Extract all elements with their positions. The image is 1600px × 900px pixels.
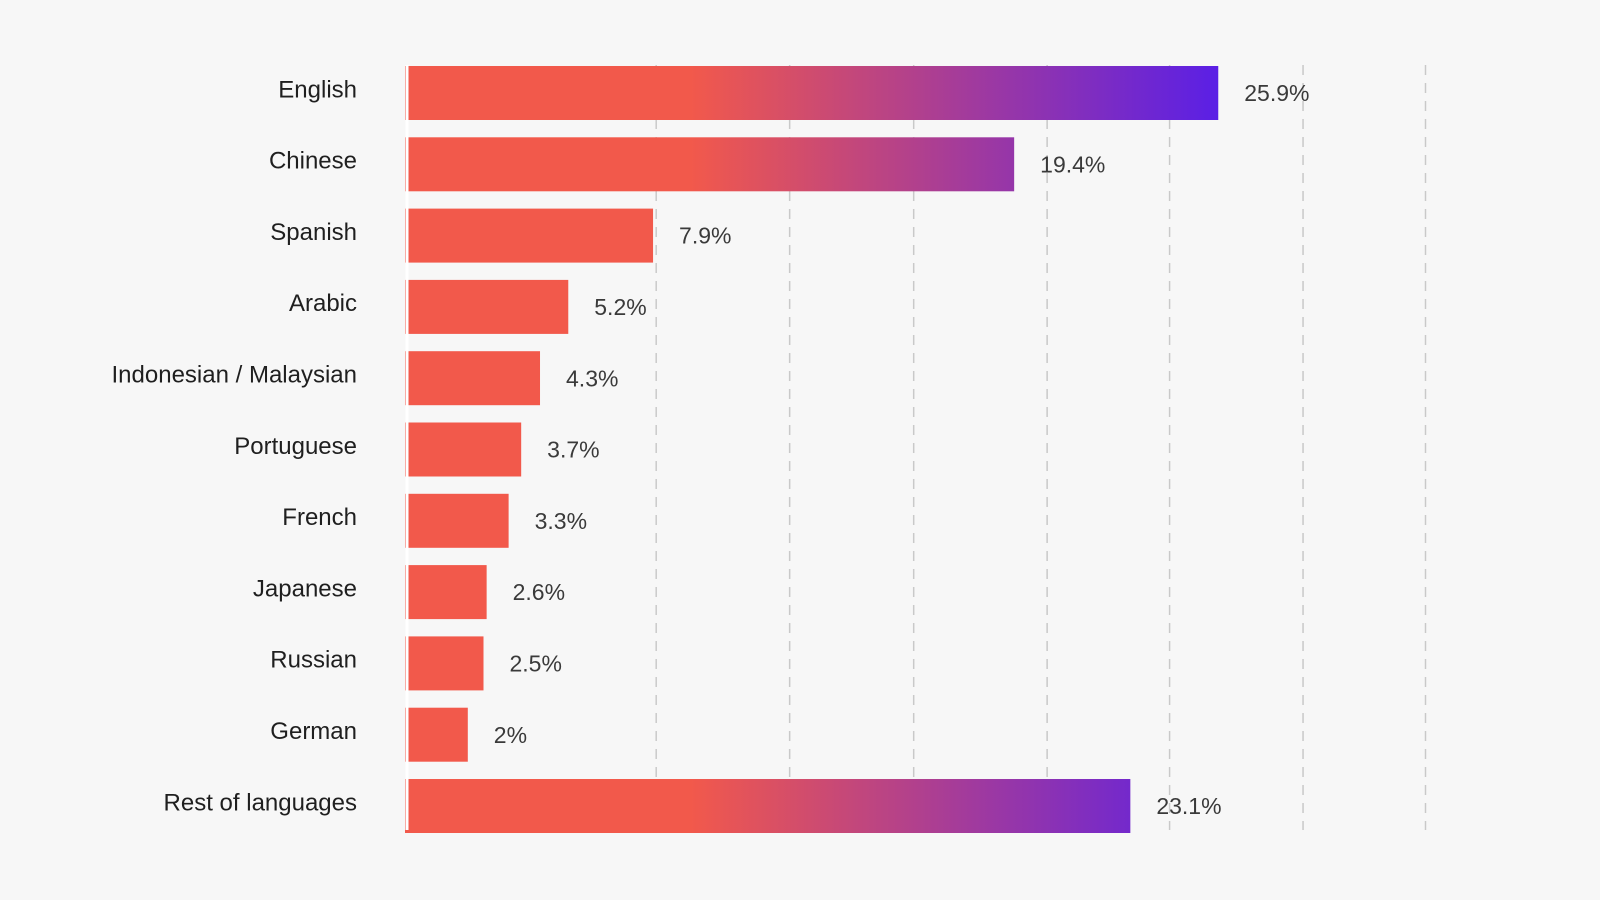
category-label: Chinese	[269, 148, 357, 175]
bar	[405, 636, 484, 691]
bars	[405, 65, 1219, 833]
value-label: 23.1%	[1156, 793, 1221, 819]
bar	[405, 137, 1015, 192]
bar	[405, 351, 541, 406]
value-labels: 25.9% 19.4% 7.9% 5.2% 4.3% 3.7% 3.3% 2.6% 2.5% 2%…	[494, 80, 1310, 819]
bar	[405, 208, 654, 263]
category-label: Portuguese	[234, 433, 357, 460]
category-label: Rest of languages	[164, 789, 357, 816]
category-label: Indonesian / Malaysian	[112, 362, 357, 389]
bar	[405, 493, 509, 548]
value-label: 3.3%	[535, 508, 587, 534]
bar	[405, 565, 487, 620]
value-label: 3.7%	[547, 437, 599, 463]
value-label: 19.4%	[1040, 151, 1105, 177]
value-label: 25.9%	[1244, 80, 1309, 106]
bar	[405, 779, 1131, 833]
category-labels: English Chinese Spanish Arabic Indonesian / …	[112, 76, 357, 816]
category-label: Arabic	[289, 290, 357, 317]
value-label: 2%	[494, 722, 527, 748]
value-label: 7.9%	[679, 223, 731, 249]
category-label: Spanish	[270, 219, 357, 246]
category-label: Russian	[270, 647, 357, 674]
category-label: German	[270, 718, 357, 745]
category-label: English	[278, 76, 357, 103]
bar	[405, 279, 569, 334]
bar	[405, 707, 468, 762]
value-label: 2.5%	[510, 650, 562, 676]
category-label: French	[282, 504, 357, 531]
bar	[405, 66, 1219, 120]
category-label: Japanese	[253, 575, 357, 602]
value-label: 2.6%	[513, 579, 565, 605]
grid-lines	[655, 65, 1427, 830]
value-label: 4.3%	[566, 365, 618, 391]
value-label: 5.2%	[594, 294, 646, 320]
bar	[405, 422, 522, 477]
